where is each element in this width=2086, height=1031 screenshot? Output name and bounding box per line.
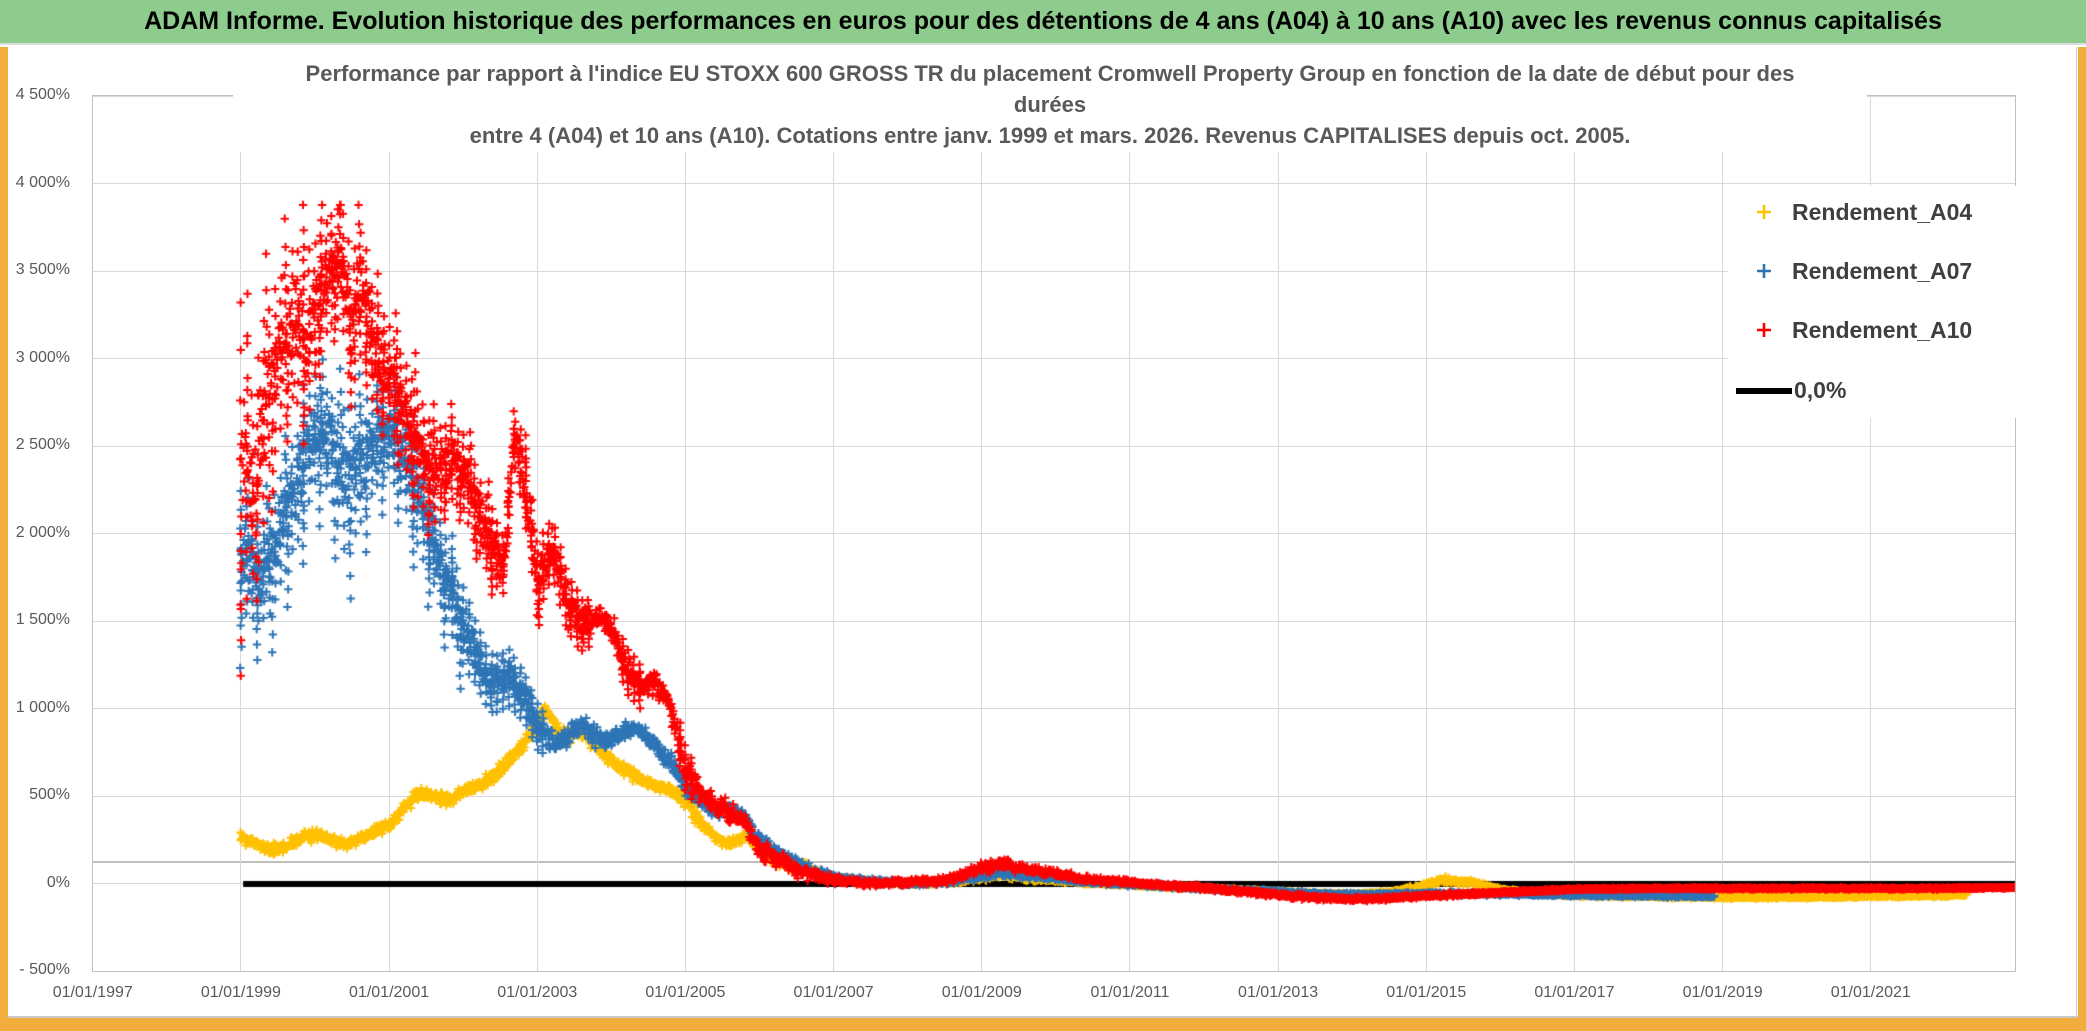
legend-label: Rendement_A04 (1792, 199, 1973, 225)
legend-item-a04: Rendement_A04 (1728, 196, 2076, 228)
legend: Rendement_A04 Rendement_A07 Rendement_A1… (1728, 186, 2076, 418)
plus-marker-icon (1757, 264, 1771, 278)
chart-title-line3: entre 4 (A04) et 10 ans (A10). Cotations… (469, 123, 1631, 148)
legend-item-a07: Rendement_A07 (1728, 255, 2076, 287)
legend-item-a10: Rendement_A10 (1728, 314, 2076, 346)
legend-label: Rendement_A07 (1792, 258, 1973, 284)
legend-label: Rendement_A10 (1792, 317, 1973, 343)
plus-marker-icon (1757, 205, 1771, 219)
legend-label: 0,0% (1794, 377, 1847, 403)
legend-item-zero-line: 0,0% (1728, 374, 2076, 406)
plus-marker-icon (1757, 323, 1771, 337)
chart-title-line1: Performance par rapport à l'indice EU ST… (305, 61, 1795, 86)
chart-title: Performance par rapport à l'indice EU ST… (233, 58, 1867, 152)
chart-title-line2: durées (1013, 92, 1087, 117)
zero-line-icon (1736, 388, 1792, 394)
